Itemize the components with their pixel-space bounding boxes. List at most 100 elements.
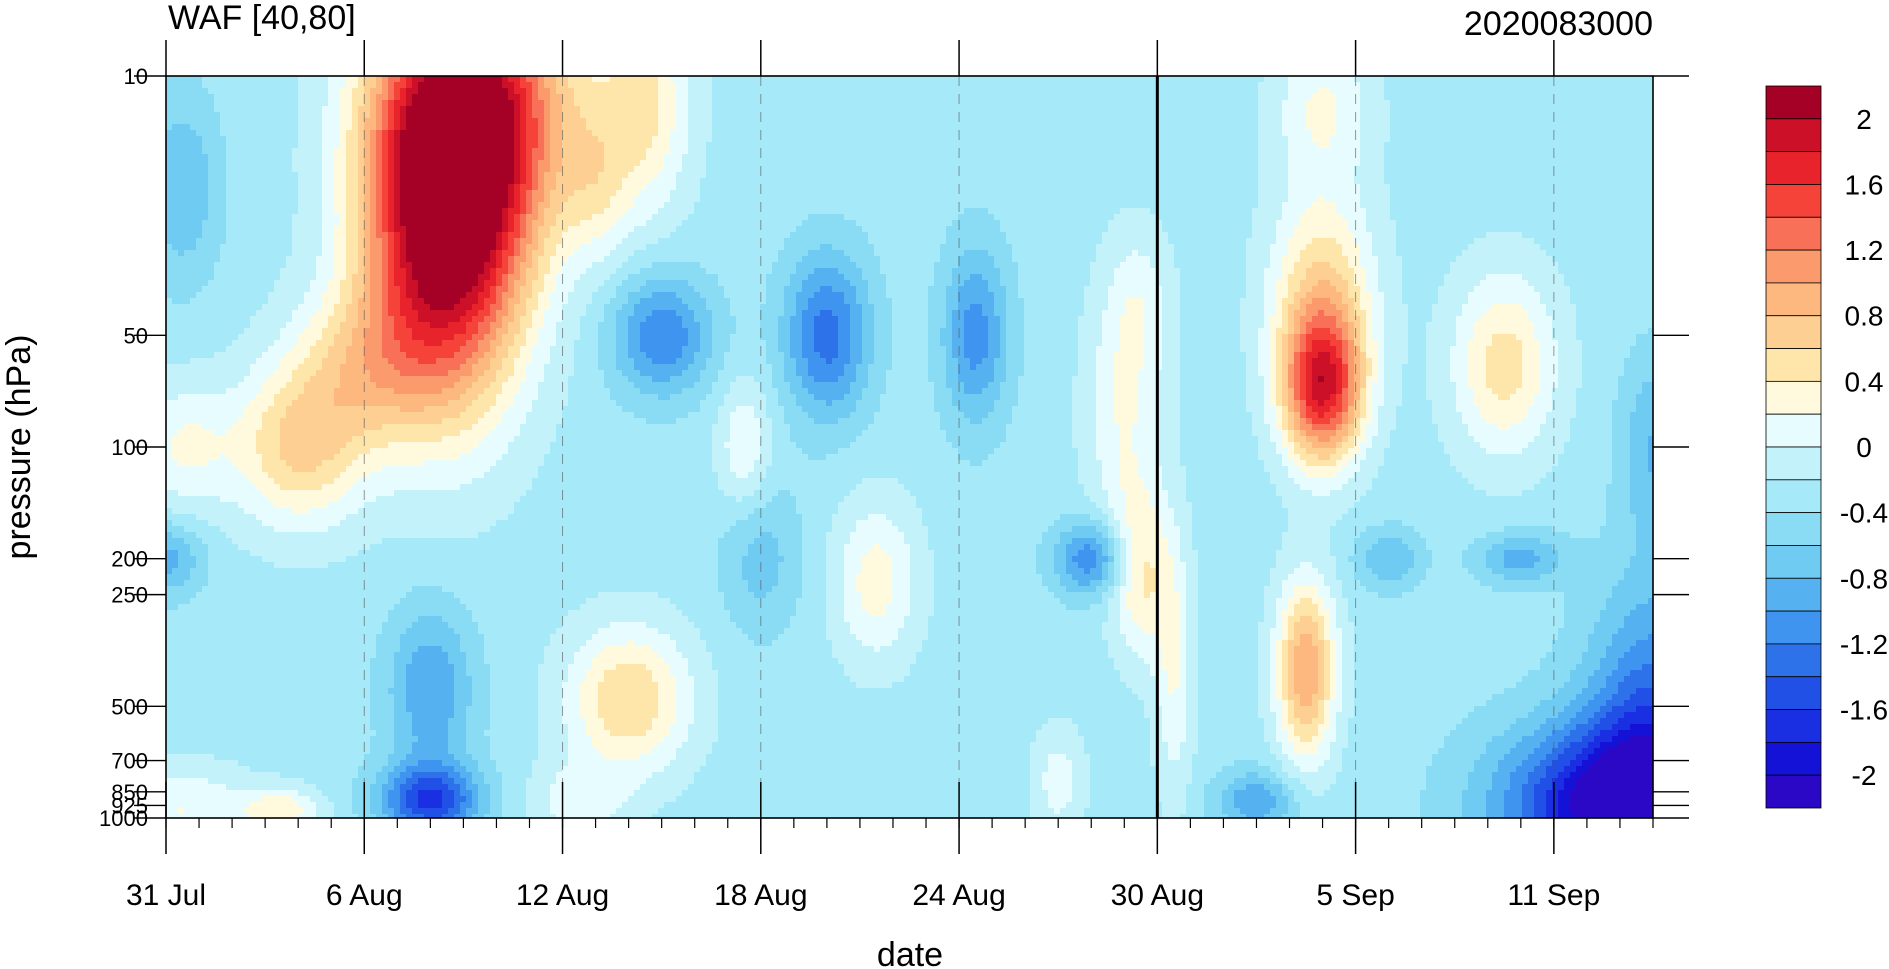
field-cell (1450, 148, 1457, 155)
field-cell (838, 142, 845, 149)
field-cell (1378, 154, 1385, 161)
field-cell (478, 118, 485, 125)
field-cell (172, 112, 179, 119)
field-cell (454, 178, 461, 185)
field-cell (250, 112, 257, 119)
field-cell (1336, 184, 1343, 191)
field-cell (592, 100, 599, 107)
field-cell (214, 136, 221, 143)
field-cell (694, 142, 701, 149)
field-cell (250, 166, 257, 173)
field-cell (1432, 172, 1439, 179)
field-cell (1432, 148, 1439, 155)
field-cell (1378, 106, 1385, 113)
field-cell (1648, 166, 1653, 173)
field-cell (946, 130, 953, 137)
field-cell (988, 172, 995, 179)
field-cell (706, 76, 713, 83)
field-cell (1582, 118, 1589, 125)
field-cell (1144, 184, 1151, 191)
field-cell (1198, 112, 1205, 119)
field-cell (898, 178, 905, 185)
field-cell (1546, 184, 1553, 191)
field-cell (1054, 130, 1061, 137)
field-cell (706, 136, 713, 143)
field-cell (802, 94, 809, 101)
field-cell (316, 136, 323, 143)
field-cell (916, 130, 923, 137)
field-cell (976, 184, 983, 191)
field-cell (778, 82, 785, 89)
field-cell (586, 136, 593, 143)
field-cell (1114, 172, 1121, 179)
field-cell (796, 136, 803, 143)
field-cell (856, 148, 863, 155)
field-cell (886, 142, 893, 149)
field-cell (1522, 136, 1529, 143)
field-cell (1066, 88, 1073, 95)
field-cell (772, 166, 779, 173)
field-cell (526, 178, 533, 185)
field-cell (784, 100, 791, 107)
field-cell (298, 190, 305, 197)
field-cell (220, 112, 227, 119)
field-cell (1396, 82, 1403, 89)
field-cell (538, 190, 545, 197)
field-cell (508, 130, 515, 137)
field-cell (280, 76, 287, 83)
field-cell (1078, 124, 1085, 131)
field-cell (808, 154, 815, 161)
field-cell (364, 118, 371, 125)
field-cell (724, 106, 731, 113)
field-cell (1336, 148, 1343, 155)
field-cell (580, 94, 587, 101)
field-cell (466, 172, 473, 179)
field-cell (1336, 166, 1343, 173)
field-cell (520, 94, 527, 101)
field-cell (190, 130, 197, 137)
field-cell (1462, 172, 1469, 179)
field-cell (286, 142, 293, 149)
field-cell (1150, 82, 1157, 89)
field-cell (424, 142, 431, 149)
field-cell (856, 124, 863, 131)
field-cell (220, 124, 227, 131)
field-cell (784, 184, 791, 191)
field-cell (238, 106, 245, 113)
field-cell (1150, 142, 1157, 149)
field-cell (1222, 190, 1229, 197)
field-cell (274, 100, 281, 107)
field-cell (424, 160, 431, 167)
field-cell (574, 154, 581, 161)
field-cell (280, 88, 287, 95)
field-cell (196, 94, 203, 101)
field-cell (886, 88, 893, 95)
field-cell (214, 94, 221, 101)
field-cell (178, 100, 185, 107)
field-cell (1210, 94, 1217, 101)
field-cell (622, 166, 629, 173)
field-cell (226, 172, 233, 179)
field-cell (238, 148, 245, 155)
field-cell (862, 130, 869, 137)
field-cell (1372, 76, 1379, 83)
field-cell (724, 112, 731, 119)
field-cell (1498, 142, 1505, 149)
field-cell (916, 76, 923, 83)
field-cell (778, 142, 785, 149)
field-cell (1438, 100, 1445, 107)
field-cell (1552, 148, 1559, 155)
field-cell (838, 184, 845, 191)
field-cell (760, 76, 767, 83)
field-cell (628, 130, 635, 137)
field-cell (982, 130, 989, 137)
field-cell (934, 166, 941, 173)
field-cell (196, 178, 203, 185)
field-cell (1270, 178, 1277, 185)
field-cell (178, 190, 185, 197)
field-cell (394, 184, 401, 191)
field-cell (598, 100, 605, 107)
field-cell (988, 124, 995, 131)
field-cell (178, 148, 185, 155)
field-cell (874, 130, 881, 137)
